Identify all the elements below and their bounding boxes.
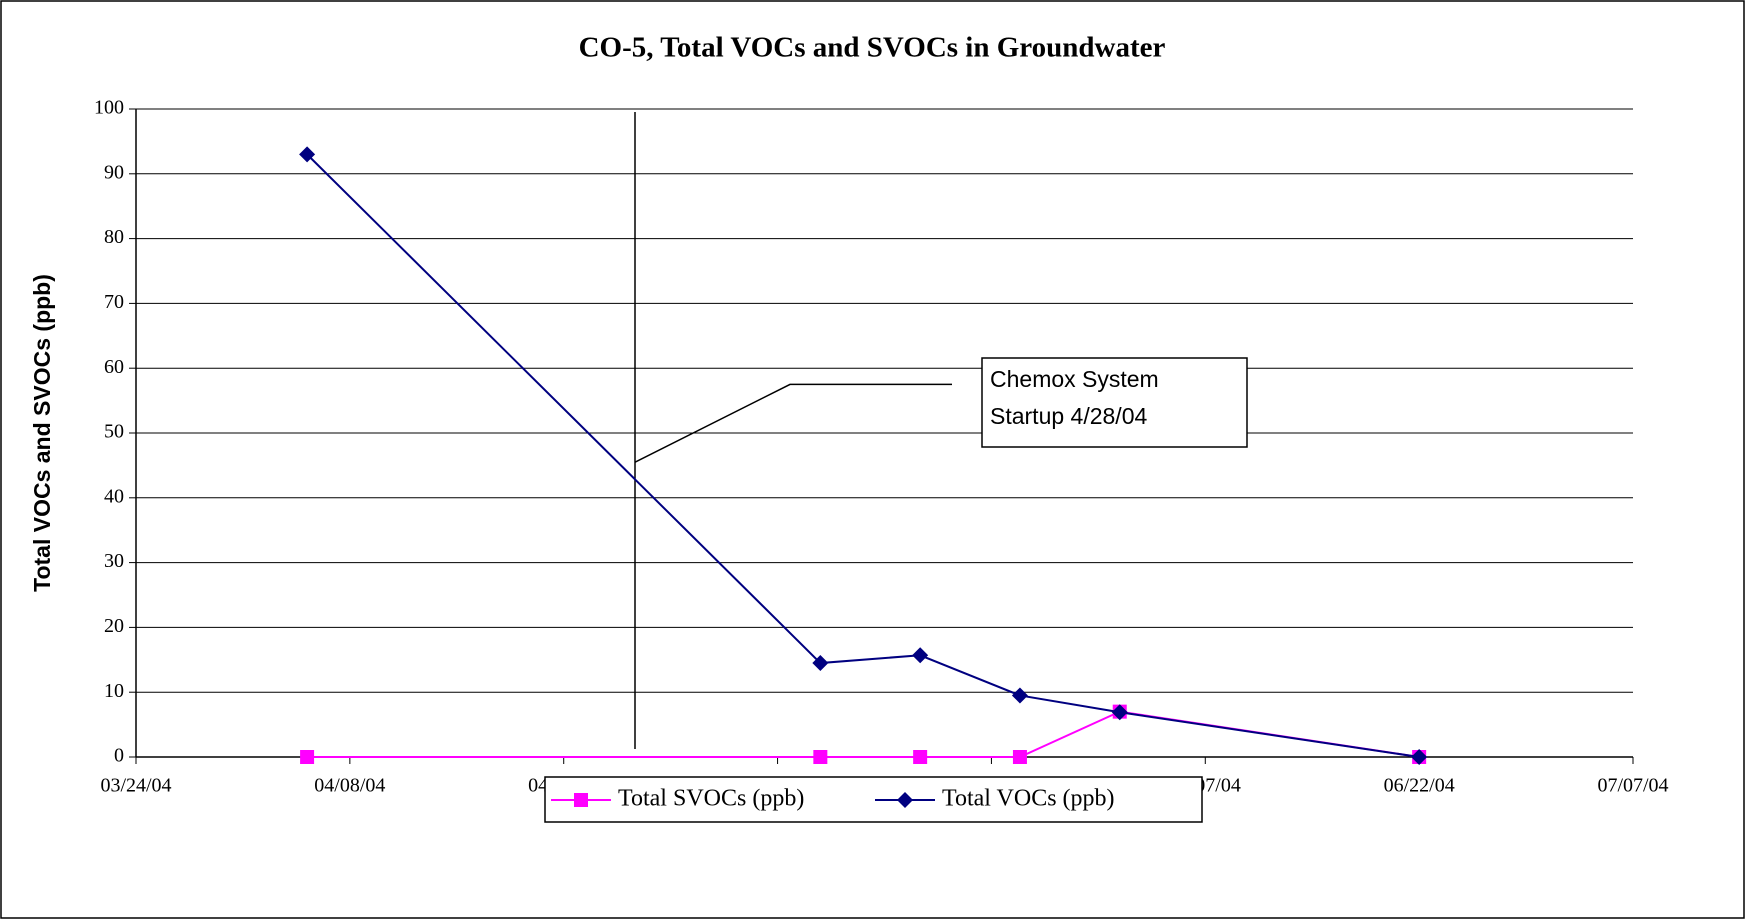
annotation-leader	[634, 383, 952, 463]
chart-title: CO-5, Total VOCs and SVOCs in Groundwate…	[579, 32, 1166, 64]
marker	[1411, 749, 1428, 765]
x-tick-label: 06/22/04	[1384, 775, 1455, 797]
y-axis-label: Total VOCs and SVOCs (ppb)	[29, 274, 55, 592]
y-tick-label: 90	[104, 161, 124, 183]
marker	[813, 750, 828, 764]
y-tick-label: 20	[104, 615, 124, 637]
y-tick-label: 80	[104, 226, 124, 248]
y-tick-label: 40	[104, 485, 124, 507]
y-tick-label: 10	[104, 680, 124, 702]
marker	[912, 647, 929, 664]
marker	[812, 655, 829, 672]
marker	[1012, 750, 1027, 764]
y-tick-label: 0	[114, 745, 124, 767]
annotation-text: Startup 4/28/04	[990, 403, 1147, 429]
annotation-box	[981, 357, 1248, 448]
marker	[913, 750, 928, 764]
x-tick-label: 07/07/04	[1597, 775, 1668, 797]
legend-box	[544, 776, 1203, 823]
legend-label: Total SVOCs (ppb)	[618, 786, 804, 812]
y-tick-label: 100	[94, 97, 124, 119]
y-tick-label: 60	[104, 356, 124, 378]
x-tick-label: 03/24/04	[100, 775, 171, 797]
y-tick-label: 50	[104, 421, 124, 443]
marker	[574, 793, 588, 807]
marker	[299, 146, 316, 163]
series-line	[306, 153, 1420, 758]
marker	[897, 792, 913, 808]
marker	[1011, 687, 1028, 704]
annotation-text: Chemox System	[990, 366, 1159, 392]
x-tick-label: 04/08/04	[314, 775, 385, 797]
legend-label: Total VOCs (ppb)	[942, 786, 1115, 812]
y-tick-label: 70	[104, 291, 124, 313]
marker	[300, 750, 315, 764]
y-tick-label: 30	[104, 550, 124, 572]
marker	[1111, 704, 1128, 721]
